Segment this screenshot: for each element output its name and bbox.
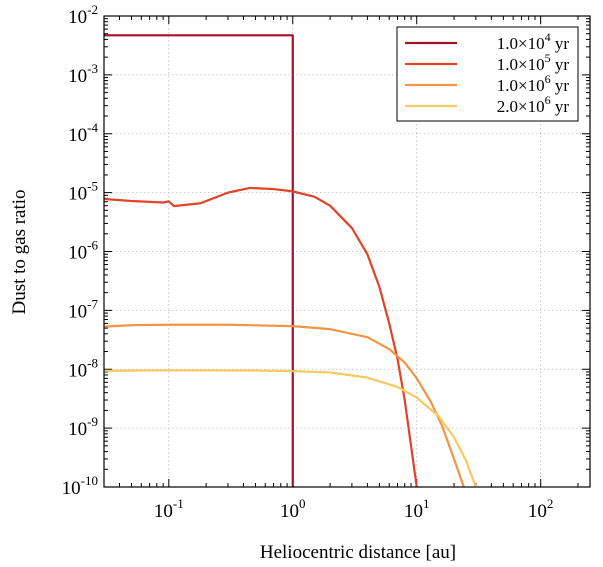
x-tick-label: 102 — [528, 496, 554, 522]
y-tick-label: 10-3 — [68, 61, 98, 87]
y-tick-labels: 10-2 10-3 10-4 10-5 10-6 10-7 10-8 10-9 10-10 — [62, 2, 99, 499]
x-tick-label: 101 — [404, 496, 430, 522]
series-line-1 — [104, 34, 294, 487]
x-tick-label: 10-1 — [154, 496, 184, 522]
y-tick-label: 10-7 — [68, 296, 98, 322]
axis-ticks — [103, 15, 590, 488]
y-tick-label: 10-4 — [68, 120, 98, 146]
x-tick-label: 100 — [280, 496, 306, 522]
y-tick-label: 10-6 — [68, 238, 98, 264]
legend-items: 1.0×104 yr1.0×105 yr1.0×106 yr2.0×106 yr — [405, 30, 569, 116]
y-tick-label: 10-10 — [62, 473, 98, 499]
y-tick-label: 10-9 — [68, 414, 98, 440]
series-lines — [103, 34, 477, 488]
x-tick-labels: 10-1 100 101 102 — [154, 496, 554, 522]
y-tick-label: 10-8 — [68, 355, 98, 381]
series-line-2 — [103, 186, 418, 488]
legend-label: 1.0×104 yr — [497, 30, 570, 53]
legend-label: 1.0×106 yr — [497, 72, 570, 95]
x-axis-label: Heliocentric distance [au] — [260, 542, 456, 563]
series-line-4 — [103, 369, 477, 488]
legend: 1.0×104 yr1.0×105 yr1.0×106 yr2.0×106 yr — [396, 26, 579, 122]
series-line-3 — [103, 323, 465, 488]
plot-frame — [103, 15, 591, 488]
legend-label: 2.0×106 yr — [497, 93, 570, 116]
y-tick-label: 10-2 — [68, 2, 98, 28]
y-tick-label: 10-5 — [68, 179, 98, 205]
y-axis-label: Dust to gas ratio — [9, 189, 30, 314]
legend-label: 1.0×105 yr — [497, 51, 570, 74]
